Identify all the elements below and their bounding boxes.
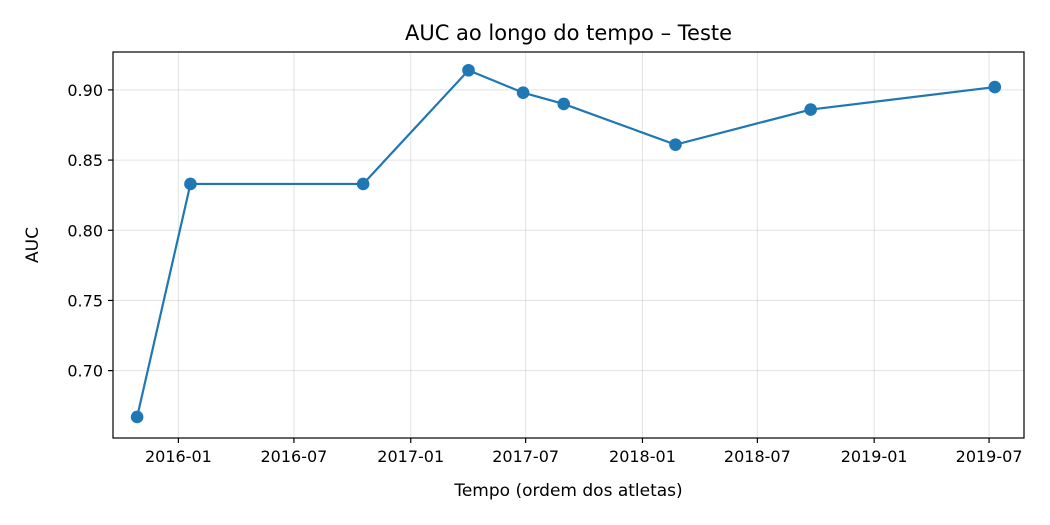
y-tick-label: 0.85 <box>67 151 103 170</box>
x-tick-label: 2016-07 <box>261 447 328 466</box>
y-tick-label: 0.75 <box>67 291 103 310</box>
data-point <box>356 177 370 191</box>
y-axis-label: AUC <box>23 227 43 263</box>
x-tick-label: 2018-07 <box>724 447 791 466</box>
data-point <box>669 138 682 151</box>
data-point <box>804 103 817 116</box>
plot-frame <box>112 51 1025 439</box>
x-tick-label: 2017-07 <box>492 447 559 466</box>
x-tick-label: 2017-01 <box>377 447 444 466</box>
y-tick-label: 0.80 <box>67 221 103 240</box>
chart-title: AUC ao longo do tempo – Teste <box>405 21 732 45</box>
data-point <box>516 86 530 100</box>
data-point <box>184 177 197 191</box>
data-point <box>988 80 1002 94</box>
x-tick-label: 2018-01 <box>609 447 676 466</box>
y-tick-label: 0.70 <box>67 362 103 381</box>
x-tick-label: 2016-01 <box>145 447 212 466</box>
data-point <box>557 97 571 111</box>
y-tick-label: 0.90 <box>67 81 103 100</box>
series-line <box>136 68 995 418</box>
y-axis: 0.70 0.75 0.80 0.85 0.90 <box>67 81 113 381</box>
x-axis: 2016-01 2016-07 2017-01 2017-07 2018-01 2018-… <box>145 438 1023 466</box>
series-auc <box>130 63 1002 424</box>
data-point <box>462 63 475 77</box>
x-axis-label: Tempo (ordem dos atletas) <box>453 481 682 501</box>
data-point <box>130 410 144 424</box>
x-tick-label: 2019-01 <box>841 447 908 466</box>
grid-lines <box>113 52 1024 438</box>
x-tick-label: 2019-07 <box>956 447 1023 466</box>
